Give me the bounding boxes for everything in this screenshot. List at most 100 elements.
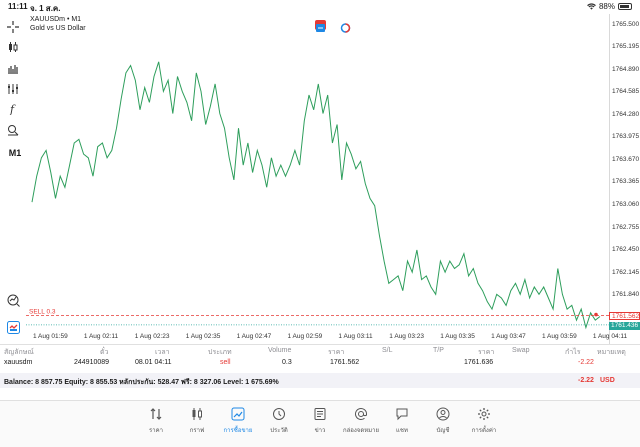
col-tp: T/P bbox=[433, 347, 444, 354]
quotes-icon bbox=[150, 408, 162, 420]
col-volume: Volume bbox=[268, 347, 292, 354]
nav-label: การซื้อขาย bbox=[223, 428, 253, 434]
balance-row: Balance: 8 857.75 Equity: 8 855.53 หลักป… bbox=[0, 373, 640, 388]
time-tick: 1 Aug 03:59 bbox=[542, 333, 577, 340]
time-tick: 1 Aug 04:11 bbox=[592, 333, 628, 340]
time-tick: 1 Aug 03:23 bbox=[389, 333, 424, 340]
nav-trade[interactable]: การซื้อขาย bbox=[218, 407, 258, 435]
price-chart[interactable]: SELL 0.3 bbox=[26, 14, 610, 344]
nav-chat[interactable]: แชท bbox=[382, 407, 422, 435]
indicators-icon[interactable] bbox=[5, 81, 21, 97]
symbol-subtitle: Gold vs US Dollar bbox=[30, 25, 86, 32]
cell-time: 08.01 04:11 bbox=[135, 359, 172, 366]
nav-history[interactable]: ประวัติ bbox=[259, 407, 299, 435]
time-tick: 1 Aug 02:47 bbox=[236, 333, 272, 340]
price-tick: 1761.840 bbox=[612, 291, 640, 299]
battery-percent: 88% bbox=[598, 2, 615, 11]
price-tick: 1763.060 bbox=[612, 201, 640, 208]
nav-mailbox[interactable]: กล่องจดหมาย bbox=[341, 407, 381, 435]
status-right: 88% bbox=[587, 2, 632, 11]
svg-text:f: f bbox=[9, 103, 16, 115]
nav-chart[interactable]: กราฟ bbox=[177, 407, 217, 435]
cell-open-price: 1761.562 bbox=[330, 359, 360, 366]
ask-price-badge: 1761.436 bbox=[609, 321, 640, 330]
price-tick: 1763.365 bbox=[612, 178, 640, 186]
nav-label: ประวัติ bbox=[270, 428, 288, 434]
col-current-price: ราคา bbox=[478, 349, 495, 356]
col-ticket: ตั๋ว bbox=[100, 349, 109, 356]
col-time: เวลา bbox=[155, 349, 170, 356]
status-bar: 11:11 จ. 1 ส.ค. 88% bbox=[0, 0, 640, 14]
cell-ticket: 244910089 bbox=[74, 359, 110, 366]
account-icon bbox=[436, 407, 450, 421]
cell-profit: -2.22 bbox=[578, 359, 594, 366]
price-tick: 1762.145 bbox=[612, 268, 640, 276]
timeframe-label[interactable]: M1 bbox=[8, 148, 22, 158]
wifi-icon bbox=[587, 3, 596, 10]
chart-toolbar: f M1 bbox=[0, 14, 26, 344]
zoom-icon[interactable] bbox=[5, 292, 21, 308]
chat-icon bbox=[396, 408, 408, 421]
nav-account[interactable]: บัญชี bbox=[423, 407, 463, 435]
close-position-marker[interactable] bbox=[594, 312, 598, 317]
nav-label: บัญชี bbox=[436, 428, 450, 434]
nav-label: กล่องจดหมาย bbox=[342, 428, 380, 434]
settings-icon bbox=[478, 408, 490, 420]
candles-icon[interactable] bbox=[5, 39, 21, 55]
price-tick: 1763.670 bbox=[612, 155, 640, 163]
col-swap: Swap bbox=[512, 347, 530, 354]
nav-quotes[interactable]: ราคา bbox=[136, 407, 176, 435]
cell-symbol: xauusdm bbox=[4, 359, 33, 366]
chart-icon bbox=[192, 408, 202, 420]
col-type: ประเภท bbox=[208, 349, 232, 356]
sell-position-label: SELL 0.3 bbox=[29, 309, 56, 316]
time-tick: 1 Aug 02:35 bbox=[185, 333, 221, 340]
time-tick: 1 Aug 02:11 bbox=[83, 333, 119, 340]
price-scale: 1765.500 1765.195 1764.890 1764.585 1764.280… bbox=[609, 14, 640, 344]
bid-price-badge: 1761.562 bbox=[609, 311, 640, 320]
price-series-line bbox=[31, 61, 601, 330]
nav-label: ข่าว bbox=[314, 428, 326, 434]
cell-current-price: 1761.636 bbox=[464, 359, 494, 366]
time-tick: 1 Aug 03:47 bbox=[491, 333, 526, 340]
crosshair-icon[interactable] bbox=[5, 19, 21, 35]
time-tick: 1 Aug 03:35 bbox=[440, 333, 475, 340]
time-tick: 1 Aug 03:11 bbox=[338, 333, 373, 340]
bars-icon[interactable] bbox=[5, 60, 21, 76]
price-tick: 1764.280 bbox=[612, 110, 640, 118]
cell-type: sell bbox=[220, 359, 231, 366]
col-sl: S/L bbox=[382, 347, 393, 354]
nav-label: การตั้งค่า bbox=[471, 428, 497, 434]
position-row[interactable]: xauusdm 244910089 08.01 04:11 sell 0.3 1… bbox=[0, 357, 640, 372]
depth-of-market-icon[interactable] bbox=[340, 20, 351, 33]
symbol-title: XAUUSDm • M1 bbox=[30, 16, 82, 23]
status-time: 11:11 bbox=[8, 2, 28, 11]
nav-label: กราฟ bbox=[189, 428, 205, 434]
function-icon[interactable]: f bbox=[5, 101, 21, 117]
time-tick: 1 Aug 01:59 bbox=[33, 333, 68, 340]
price-tick: 1765.500 bbox=[612, 20, 640, 28]
objects-icon[interactable] bbox=[5, 122, 21, 138]
tradingview-icon[interactable] bbox=[5, 319, 21, 335]
nav-news[interactable]: ข่าว bbox=[300, 407, 340, 435]
price-tick: 1764.585 bbox=[612, 88, 640, 96]
mailbox-icon bbox=[355, 407, 368, 420]
history-icon bbox=[273, 408, 285, 420]
price-tick: 1763.975 bbox=[612, 133, 640, 141]
nav-label: ราคา bbox=[149, 428, 163, 434]
total-profit: -2.22 bbox=[578, 377, 594, 384]
time-tick: 1 Aug 02:23 bbox=[134, 333, 170, 340]
balance-summary: Balance: 8 857.75 Equity: 8 855.53 หลักป… bbox=[4, 379, 279, 386]
price-tick: 1762.755 bbox=[612, 223, 640, 231]
price-tick: 1764.890 bbox=[612, 65, 640, 73]
cell-volume: 0.3 bbox=[282, 359, 292, 366]
battery-icon bbox=[618, 3, 632, 10]
col-symbol: สัญลักษณ์ bbox=[4, 349, 34, 356]
news-icon bbox=[314, 408, 326, 420]
time-tick: 1 Aug 02:59 bbox=[287, 333, 323, 340]
nav-settings[interactable]: การตั้งค่า bbox=[464, 407, 504, 435]
positions-table-header: สัญลักษณ์ ตั๋ว เวลา ประเภท Volume ราคา S… bbox=[0, 344, 640, 356]
one-click-sell-icon[interactable] bbox=[315, 20, 326, 32]
trade-icon bbox=[231, 407, 245, 421]
nav-label: แชท bbox=[396, 428, 408, 434]
